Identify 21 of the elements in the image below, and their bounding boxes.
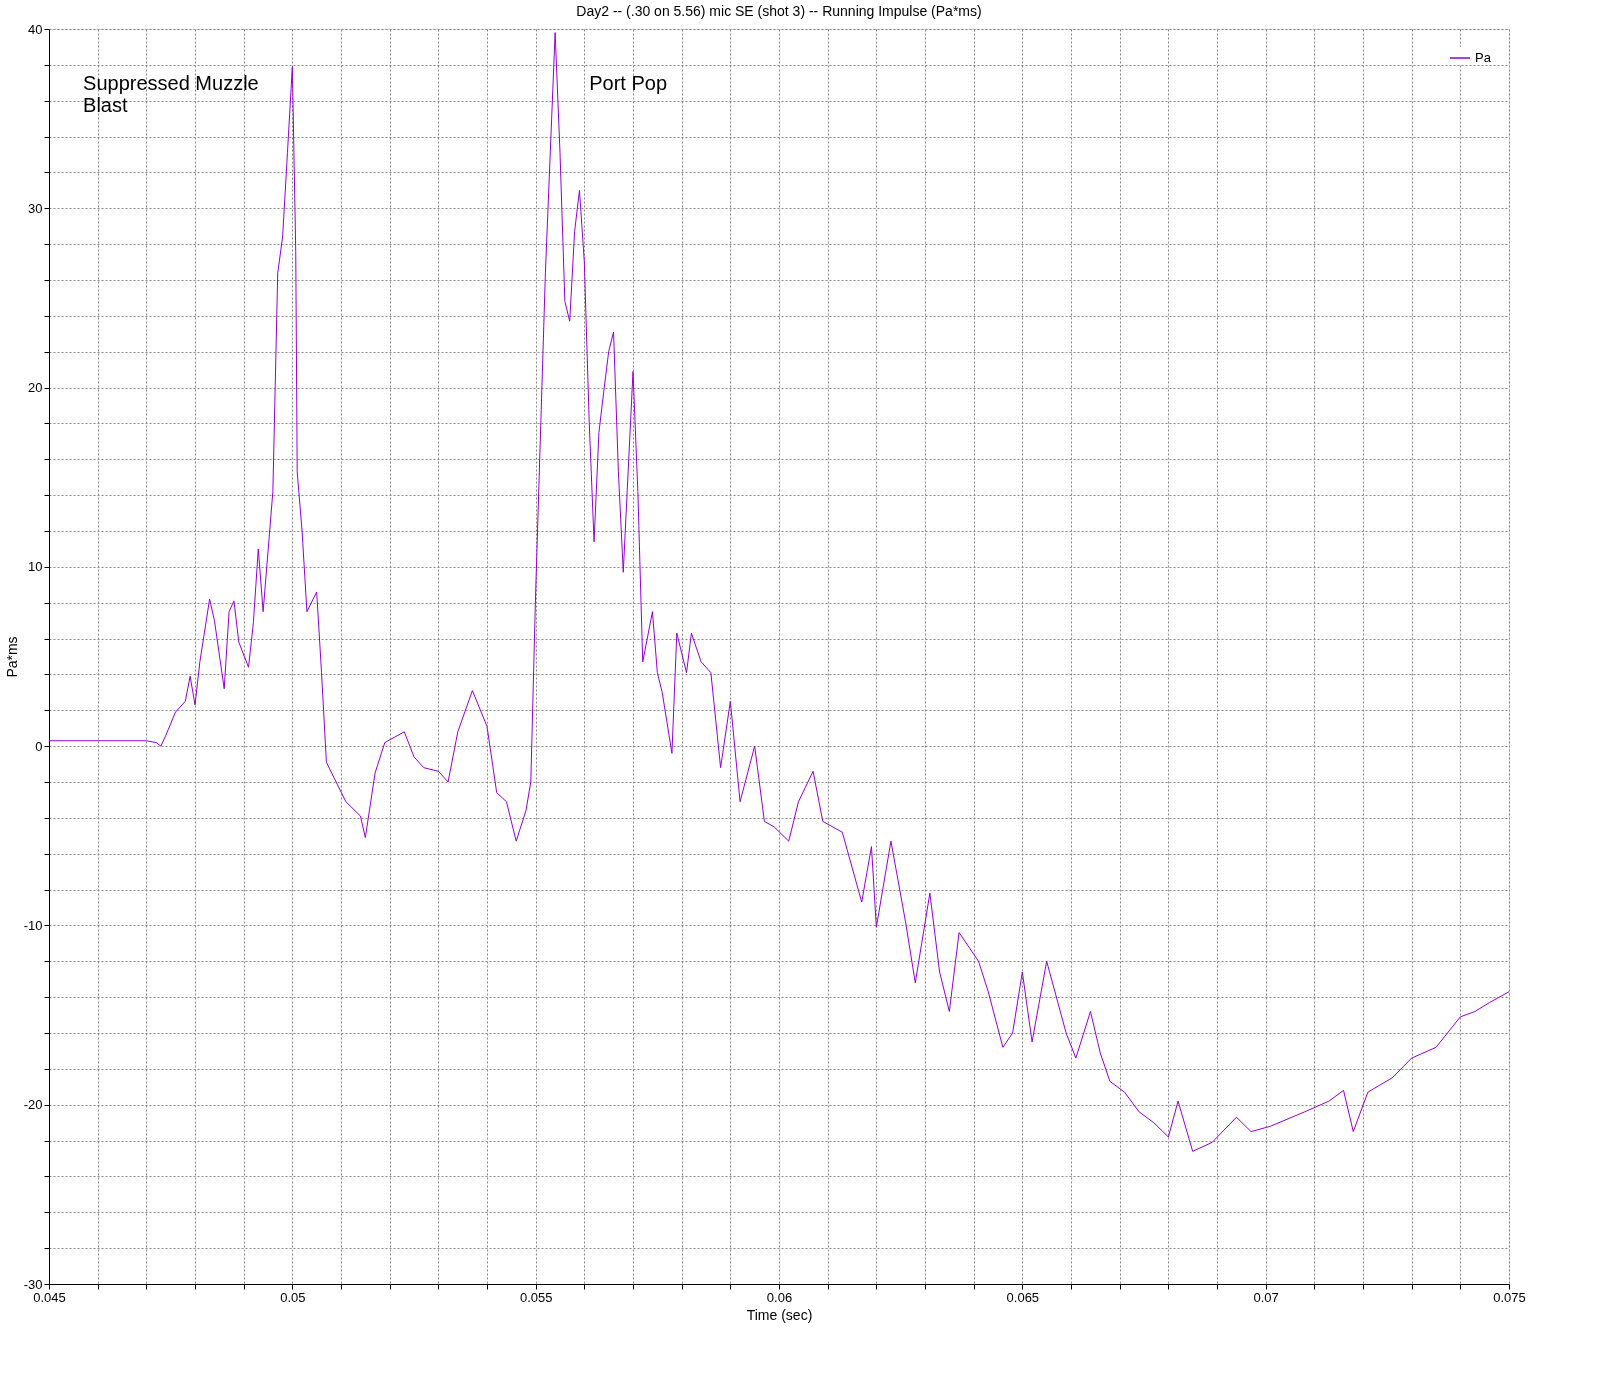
y-tick-label: -10 <box>23 917 43 933</box>
y-tick-label: 30 <box>28 200 43 216</box>
y-tick-label: 10 <box>28 559 43 575</box>
y-tick-label: -30 <box>23 1276 43 1292</box>
y-tick-label: 0 <box>35 738 43 754</box>
legend-label: Pa <box>1475 50 1492 65</box>
x-axis-title: Time (sec) <box>746 1306 813 1323</box>
x-tick-label: 0.045 <box>33 1289 66 1305</box>
x-tick-label: 0.055 <box>519 1289 553 1305</box>
annotation: Suppressed Muzzle Blast <box>83 71 259 116</box>
x-tick-label: 0.05 <box>280 1289 306 1305</box>
x-tick-label: 0.06 <box>766 1289 793 1305</box>
annotation: Port Pop <box>589 71 668 94</box>
chart-title: Day2 -- (.30 on 5.56) mic SE (shot 3) -- Running Impulse (Pa*ms) <box>576 3 982 19</box>
y-axis-title: Pa*ms <box>3 636 20 678</box>
y-tick-label: 20 <box>28 380 43 396</box>
x-tick-label: 0.065 <box>1006 1289 1040 1305</box>
x-tick-label: 0.075 <box>1493 1289 1526 1305</box>
x-tick-label: 0.07 <box>1253 1289 1279 1305</box>
y-tick-label: 40 <box>28 21 43 37</box>
y-tick-label: -20 <box>23 1097 43 1113</box>
